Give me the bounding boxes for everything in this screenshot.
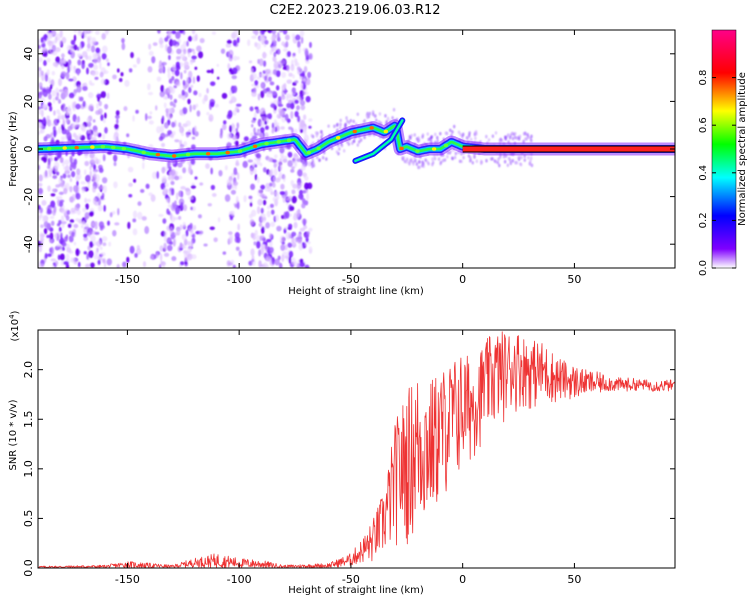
ridge-hotspot <box>252 144 258 149</box>
ridge-branch-core <box>354 119 404 163</box>
snr-y-multiplier-close: ) <box>10 310 21 314</box>
snr-x-tick-label: 50 <box>567 573 581 586</box>
snr-y-multiplier: (x104) <box>8 310 21 341</box>
snr-x-tick-label: -150 <box>115 573 140 586</box>
heatmap-y-tick-label: 20 <box>22 94 35 108</box>
snr-x-tick-label: -100 <box>227 573 252 586</box>
ridge-hotspot <box>111 145 116 150</box>
ridge-hotspot <box>46 146 52 151</box>
colorbar-tick-label: 0.4 <box>698 165 709 181</box>
colorbar-tick-label: 0.2 <box>698 212 709 228</box>
ridge-hotspot <box>335 135 341 140</box>
heatmap-x-tick-label: -50 <box>342 273 360 286</box>
ridge-hotspot <box>100 144 105 149</box>
snr-x-tick-label: -50 <box>342 573 360 586</box>
ridge-hotspot <box>121 146 126 151</box>
snr-y-tick-label: 0.0 <box>22 559 35 577</box>
heatmap-x-tick-label: -150 <box>115 273 140 286</box>
snr-y-multiplier-exp: 4 <box>8 314 16 319</box>
ridge-hotspot <box>237 149 243 153</box>
colorbar-tick-label: 0.8 <box>698 70 709 86</box>
ridge-hotspot <box>155 152 161 157</box>
heatmap-x-tick-label: -100 <box>227 273 252 286</box>
ridge-hotspot <box>316 146 321 151</box>
ridge-hotspot <box>369 126 374 130</box>
ridge-hotspot <box>276 140 281 144</box>
main-title: C2E2.2023.219.06.03.R12 <box>269 3 440 18</box>
ridge-hotspot <box>225 150 230 155</box>
snr-y-label: SNR (10 * v/v) <box>8 399 19 470</box>
snr-y-axis: 0.0 0.5 1.0 1.5 2.0 <box>22 361 675 577</box>
snr-line <box>38 331 675 568</box>
heatmap-y-tick-label: 40 <box>22 47 35 61</box>
ridge-stable-core <box>462 146 675 152</box>
ridge-hotspot <box>185 152 191 157</box>
snr-x-tick-label: 0 <box>459 573 466 586</box>
colorbar: 0.0 0.2 0.4 0.6 0.8 Normalized spectral ampl… <box>698 29 748 276</box>
ridge-hotspot <box>62 146 67 150</box>
ridge-hotspot <box>399 146 404 151</box>
heatmap-x-tick-label: 0 <box>459 273 466 286</box>
ridge-hotspot <box>171 154 177 158</box>
heatmap-y-axis: -40 -20 0 20 40 <box>22 47 675 253</box>
heatmap-x-tick-label: 50 <box>567 273 581 286</box>
ridge-hotspot <box>415 149 420 153</box>
heatmap-panel: -150 -100 -50 0 50 -40 -20 0 20 40 Height of str… <box>8 29 676 297</box>
snr-x-axis: -150 -100 -50 0 50 <box>115 330 581 586</box>
snr-x-label: Height of straight line (km) <box>288 585 424 596</box>
ridge-hotspot <box>431 147 437 151</box>
snr-y-tick-label: 1.0 <box>22 460 35 478</box>
snr-y-tick-label: 1.5 <box>22 411 35 429</box>
heatmap-y-tick-label: -20 <box>22 188 35 206</box>
ridge-hotspot <box>306 150 312 155</box>
snr-series <box>38 331 675 568</box>
snr-y-multiplier-base: (x10 <box>10 319 21 342</box>
heatmap-y-tick-label: 0 <box>22 146 35 153</box>
colorbar-tick-label: 0.6 <box>698 117 709 133</box>
ridge-hotspot <box>141 150 146 155</box>
ridge-hotspot <box>443 143 449 148</box>
heatmap-y-label: Frequency (Hz) <box>8 111 19 187</box>
colorbar-tick-label: 0.0 <box>698 260 709 276</box>
colorbar-gradient <box>711 29 737 269</box>
ridge-hotspot <box>383 129 389 134</box>
snr-frame <box>37 329 676 569</box>
ridge-hotspot <box>264 141 269 146</box>
snr-y-tick-label: 2.0 <box>22 361 35 379</box>
heatmap-x-axis: -150 -100 -50 0 50 <box>115 30 581 286</box>
heatmap-ridge <box>38 117 675 164</box>
ridge-hotspot <box>74 145 79 150</box>
ridge-hotspot <box>286 138 292 143</box>
snr-plot-area <box>38 330 675 568</box>
colorbar-label: Normalized spectral amplitude <box>737 72 748 226</box>
heatmap-x-label: Height of straight line (km) <box>288 286 424 297</box>
heatmap-y-tick-label: -40 <box>22 235 35 253</box>
ridge-hotspot <box>205 151 211 156</box>
snr-panel: -150 -100 -50 0 50 0.0 0.5 1.0 1.5 2.0 Height of… <box>8 310 676 596</box>
ridge-hotspot <box>352 129 357 134</box>
ridge-hotspot <box>90 145 95 149</box>
colorbar-ticks: 0.0 0.2 0.4 0.6 0.8 <box>698 70 736 276</box>
snr-y-tick-label: 0.5 <box>22 510 35 528</box>
